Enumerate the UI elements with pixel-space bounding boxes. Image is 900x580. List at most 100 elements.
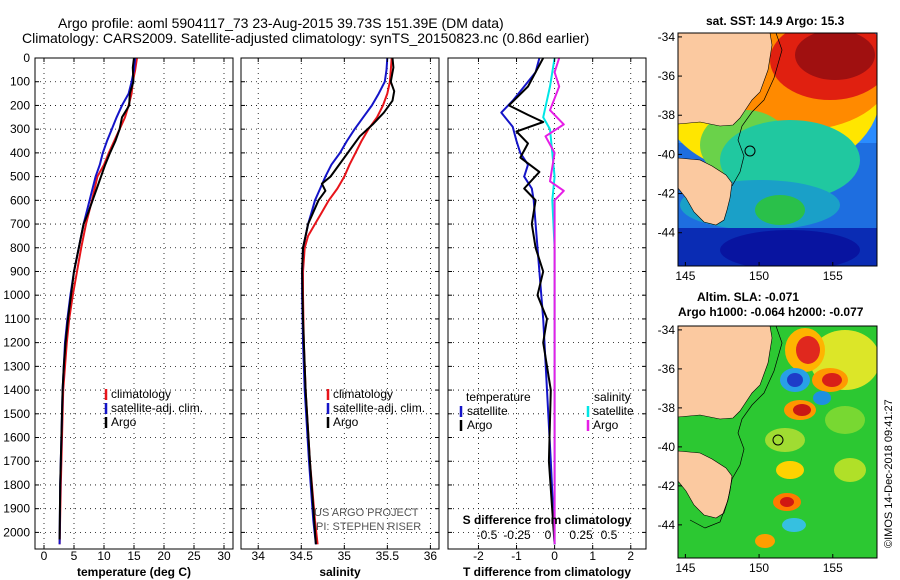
- x-tick-label: 25: [187, 549, 201, 563]
- secondary-x-tick-label: 0.25: [569, 528, 593, 542]
- y-tick-label: 1400: [3, 383, 30, 397]
- secondary-x-tick-label: 0.5: [601, 528, 618, 542]
- x-tick-label: 0: [41, 549, 48, 563]
- y-tick-label: 700: [10, 217, 30, 231]
- x-tick-label: 35.5: [376, 549, 400, 563]
- x-tick-label: 35: [338, 549, 352, 563]
- secondary-x-axis-label: S difference from climatology: [463, 513, 632, 527]
- y-tick-label: 1700: [3, 454, 30, 468]
- panel-3: -2 -1 0 1 2 T difference from climatology temp…: [447, 57, 647, 579]
- map-y-tick-label: -36: [658, 362, 676, 376]
- map-y-tick-label: -34: [658, 30, 676, 44]
- series-line-satellite-adj-clim-: [301, 57, 389, 545]
- legend-label: climatology: [111, 387, 171, 401]
- y-tick-label: 1100: [4, 312, 30, 326]
- x-tick-label: 2: [627, 549, 634, 563]
- y-tick-label: 200: [10, 98, 30, 112]
- map-y-tick-label: -38: [658, 401, 676, 415]
- map-sla: [678, 326, 877, 558]
- map-y-tick-label: -34: [658, 323, 676, 337]
- map-sla-title-2: Argo h1000: -0.064 h2000: -0.077: [678, 305, 864, 319]
- map-y-tick-label: -44: [658, 518, 676, 532]
- map-x-tick-label: 155: [823, 561, 843, 575]
- x-tick-label: 15: [127, 549, 141, 563]
- secondary-x-tick-label: -0.25: [503, 528, 531, 542]
- map-y-tick-label: -42: [658, 479, 676, 493]
- legend-label: Argo: [593, 418, 619, 432]
- y-tick-label: 2000: [3, 525, 30, 539]
- y-tick-label: 600: [10, 193, 30, 207]
- x-tick-label: 34.5: [290, 549, 314, 563]
- panel-2: 34 34.5 35 35.5 36 salinity climatologysatelli…: [240, 57, 440, 579]
- timestamp-stamp: ©IMOS 14-Dec-2018 09:41:27: [883, 399, 895, 548]
- legend-label: satellite: [467, 404, 508, 418]
- y-tick-label: 1800: [3, 478, 30, 492]
- x-tick-label: 36: [424, 549, 438, 563]
- y-tick-label: 1300: [3, 359, 30, 373]
- title-line-2: Climatology: CARS2009. Satellite-adjuste…: [22, 30, 589, 46]
- y-tick-label: 100: [10, 75, 30, 89]
- panel-1: 0 5 10 15 20 25 30 temperature (deg C) 0 100 200 30…: [3, 51, 234, 579]
- map-sst-frame: [677, 32, 878, 267]
- map-x-tick-label: 145: [675, 561, 695, 575]
- map-y-tick-label: -40: [658, 440, 676, 454]
- series-line-t-argo: [507, 57, 556, 545]
- x-tick-label: 1: [589, 549, 596, 563]
- series-line-t-satellite: [500, 57, 556, 545]
- y-tick-label: 1900: [3, 502, 30, 516]
- y-tick-label: 1000: [3, 288, 30, 302]
- map-sla-frame: [677, 325, 878, 559]
- map-sst-title: sat. SST: 14.9 Argo: 15.3: [706, 14, 845, 28]
- map-sla-title-1: Altim. SLA: -0.071: [697, 290, 799, 304]
- legend-label: Argo: [333, 415, 359, 429]
- y-tick-label: 800: [10, 241, 30, 255]
- map-y-tick-label: -40: [658, 147, 676, 161]
- y-tick-label: 0: [23, 51, 30, 65]
- x-axis-label: salinity: [319, 565, 361, 579]
- legend-label: satellite-adj. clim.: [333, 401, 425, 415]
- map-x-tick-label: 155: [823, 269, 843, 283]
- map-sla-argo-marker: [772, 434, 784, 446]
- x-tick-label: 30: [217, 549, 231, 563]
- legend-label: satellite: [593, 404, 634, 418]
- credit-line-2: PI: STEPHEN RISER: [316, 521, 421, 533]
- y-tick-label: 900: [10, 264, 30, 278]
- y-tick-label: 1200: [3, 336, 30, 350]
- panel-frame: [240, 57, 440, 550]
- map-x-tick-label: 145: [675, 269, 695, 283]
- x-tick-label: -2: [473, 549, 484, 563]
- map-sst-argo-marker: [744, 145, 756, 157]
- y-tick-label: 300: [10, 122, 30, 136]
- legend-label: Argo: [111, 415, 137, 429]
- credit-line-1: US ARGO PROJECT: [314, 507, 419, 519]
- secondary-x-tick-label: -0.5: [477, 528, 498, 542]
- legend-label: Argo: [467, 418, 493, 432]
- y-tick-label: 400: [10, 146, 30, 160]
- series-line-s-argo: [544, 57, 565, 545]
- y-tick-label: 500: [10, 170, 30, 184]
- map-x-tick-label: 150: [749, 269, 769, 283]
- map-sst: [678, 33, 877, 266]
- x-tick-label: 0: [551, 549, 558, 563]
- title-line-1: Argo profile: aoml 5904117_73 23-Aug-201…: [58, 15, 504, 31]
- x-tick-label: 20: [157, 549, 171, 563]
- x-tick-label: 5: [71, 549, 78, 563]
- map-y-tick-label: -44: [658, 226, 676, 240]
- map-y-tick-label: -38: [658, 108, 676, 122]
- x-axis-label: temperature (deg C): [77, 565, 191, 579]
- y-tick-label: 1500: [3, 407, 30, 421]
- map-y-tick-label: -42: [658, 187, 676, 201]
- panel-frame: [447, 57, 647, 550]
- x-tick-label: 10: [97, 549, 111, 563]
- legend-right-title: salinity: [594, 390, 631, 404]
- legend-label: satellite-adj. clim.: [111, 401, 203, 415]
- legend-label: climatology: [333, 387, 393, 401]
- x-tick-label: 34: [252, 549, 266, 563]
- x-tick-label: -1: [511, 549, 522, 563]
- series-line-argo: [58, 57, 135, 540]
- series-line-climatology: [302, 57, 393, 545]
- secondary-x-tick-label: 0: [545, 528, 552, 542]
- map-y-tick-label: -36: [658, 69, 676, 83]
- y-tick-label: 1600: [3, 431, 30, 445]
